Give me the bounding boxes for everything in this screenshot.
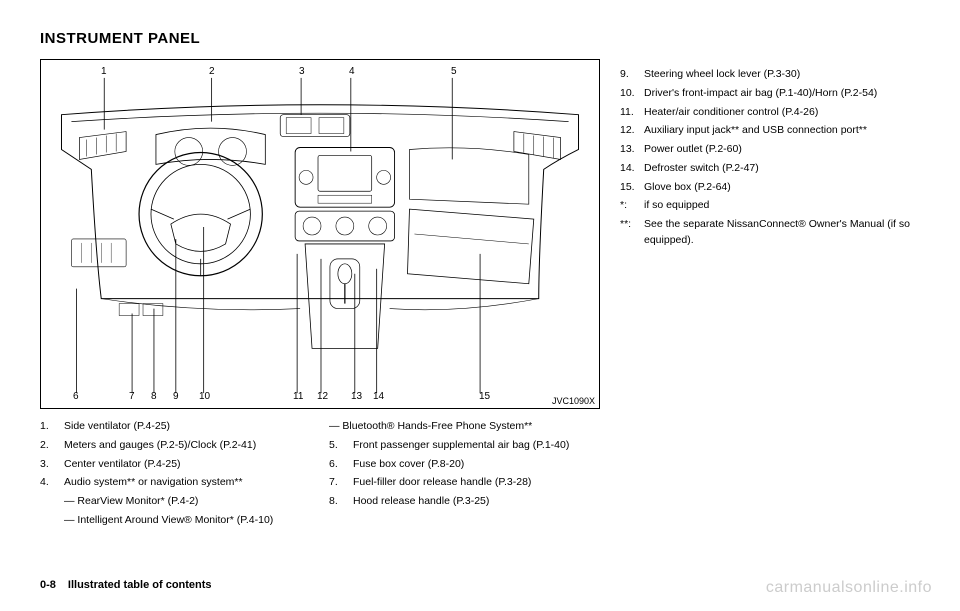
note-item: *:if so equipped	[620, 198, 920, 214]
list-text: Hood release handle (P.3-25)	[353, 494, 600, 510]
list-subitem: — RearView Monitor* (P.4-2)	[64, 494, 311, 510]
note-symbol: **:	[620, 217, 644, 249]
note-text: if so equipped	[644, 198, 709, 214]
callout-3: 3	[299, 66, 305, 77]
list-num: 7.	[329, 475, 353, 491]
list-num: 11.	[620, 105, 644, 121]
left-column: 1 2 3 4 5 6 7 8 9 10 11 12 13 14 15	[40, 59, 600, 532]
list-item: 3.Center ventilator (P.4-25)	[40, 457, 311, 473]
list-item: 4.Audio system** or navigation system**	[40, 475, 311, 491]
note-text: See the separate NissanConnect® Owner's …	[644, 217, 920, 249]
callout-10: 10	[199, 391, 210, 402]
list-text: Fuse box cover (P.8-20)	[353, 457, 600, 473]
list-item: 12.Auxiliary input jack** and USB connec…	[620, 123, 920, 139]
callout-14: 14	[373, 391, 384, 402]
callout-4: 4	[349, 66, 355, 77]
list-num: 8.	[329, 494, 353, 510]
list-item: 14.Defroster switch (P.2-47)	[620, 161, 920, 177]
page-title: INSTRUMENT PANEL	[40, 30, 920, 47]
list-num: 4.	[40, 475, 64, 491]
dashboard-illustration	[41, 60, 599, 408]
right-column: 9.Steering wheel lock lever (P.3-30) 10.…	[620, 59, 920, 532]
callout-9: 9	[173, 391, 179, 402]
instrument-panel-diagram: 1 2 3 4 5 6 7 8 9 10 11 12 13 14 15	[40, 59, 600, 409]
list-text: Auxiliary input jack** and USB connectio…	[644, 123, 920, 139]
callout-8: 8	[151, 391, 157, 402]
content-area: 1 2 3 4 5 6 7 8 9 10 11 12 13 14 15	[40, 59, 920, 532]
list-item: 6.Fuse box cover (P.8-20)	[329, 457, 600, 473]
list-num: 15.	[620, 180, 644, 196]
list-subitem: — Bluetooth® Hands-Free Phone System**	[329, 419, 600, 435]
page-number: 0-8	[40, 579, 56, 591]
callout-5: 5	[451, 66, 457, 77]
list-num: 14.	[620, 161, 644, 177]
list-text: Fuel-filler door release handle (P.3-28)	[353, 475, 600, 491]
callout-13: 13	[351, 391, 362, 402]
list-item: 8.Hood release handle (P.3-25)	[329, 494, 600, 510]
list-text: Meters and gauges (P.2-5)/Clock (P.2-41)	[64, 438, 311, 454]
list-item: 13.Power outlet (P.2-60)	[620, 142, 920, 158]
list-num: 13.	[620, 142, 644, 158]
list-num: 12.	[620, 123, 644, 139]
list-text: Steering wheel lock lever (P.3-30)	[644, 67, 920, 83]
callout-15: 15	[479, 391, 490, 402]
list-item: 15.Glove box (P.2-64)	[620, 180, 920, 196]
callout-7: 7	[129, 391, 135, 402]
list-text: Glove box (P.2-64)	[644, 180, 920, 196]
list-text: Power outlet (P.2-60)	[644, 142, 920, 158]
callout-11: 11	[293, 391, 303, 402]
list-item: 10.Driver's front-impact air bag (P.1-40…	[620, 86, 920, 102]
list-col-a: 1.Side ventilator (P.4-25) 2.Meters and …	[40, 419, 311, 532]
list-num: 5.	[329, 438, 353, 454]
list-num: 10.	[620, 86, 644, 102]
note-symbol: *:	[620, 198, 644, 214]
note-item: **:See the separate NissanConnect® Owner…	[620, 217, 920, 249]
list-num: 6.	[329, 457, 353, 473]
list-item: 7.Fuel-filler door release handle (P.3-2…	[329, 475, 600, 491]
list-item: 1.Side ventilator (P.4-25)	[40, 419, 311, 435]
callout-6: 6	[73, 391, 79, 402]
list-text: Audio system** or navigation system**	[64, 475, 311, 491]
list-text: Side ventilator (P.4-25)	[64, 419, 311, 435]
page-footer: 0-8 Illustrated table of contents	[40, 579, 212, 591]
list-subitem: — Intelligent Around View® Monitor* (P.4…	[64, 513, 311, 529]
list-item: 2.Meters and gauges (P.2-5)/Clock (P.2-4…	[40, 438, 311, 454]
list-text: Defroster switch (P.2-47)	[644, 161, 920, 177]
list-num: 1.	[40, 419, 64, 435]
callout-1: 1	[101, 66, 107, 77]
list-col-b: — Bluetooth® Hands-Free Phone System** 5…	[329, 419, 600, 532]
list-text: Center ventilator (P.4-25)	[64, 457, 311, 473]
watermark: carmanualsonline.info	[766, 579, 932, 597]
list-num: 3.	[40, 457, 64, 473]
list-num: 2.	[40, 438, 64, 454]
list-text: Driver's front-impact air bag (P.1-40)/H…	[644, 86, 920, 102]
list-text: Front passenger supplemental air bag (P.…	[353, 438, 600, 454]
list-text: Heater/air conditioner control (P.4-26)	[644, 105, 920, 121]
list-item: 11.Heater/air conditioner control (P.4-2…	[620, 105, 920, 121]
list-columns: 1.Side ventilator (P.4-25) 2.Meters and …	[40, 419, 600, 532]
list-item: 9.Steering wheel lock lever (P.3-30)	[620, 67, 920, 83]
diagram-code: JVC1090X	[552, 396, 595, 406]
section-title: Illustrated table of contents	[68, 579, 212, 591]
list-num: 9.	[620, 67, 644, 83]
callout-2: 2	[209, 66, 215, 77]
callout-12: 12	[317, 391, 328, 402]
list-item: 5.Front passenger supplemental air bag (…	[329, 438, 600, 454]
